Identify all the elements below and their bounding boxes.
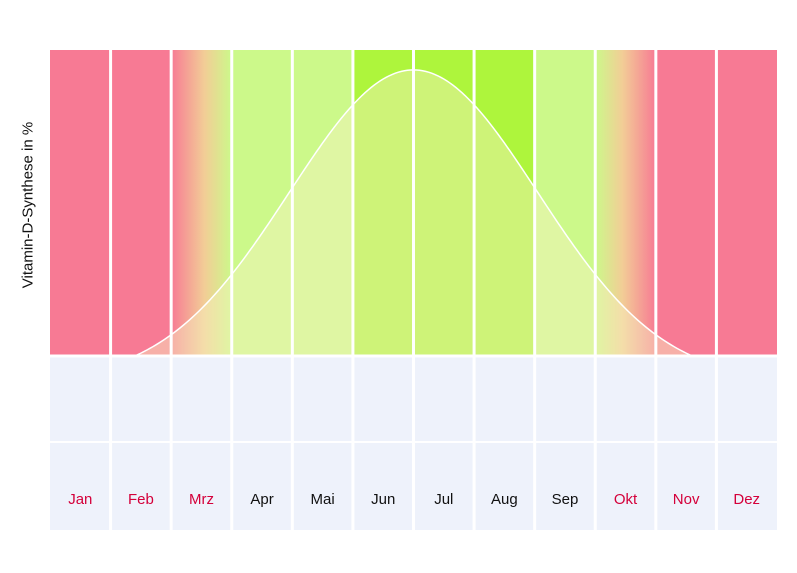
- month-band-aug: [474, 50, 535, 356]
- month-band-mrz: [171, 50, 232, 356]
- month-band-jun: [352, 50, 414, 356]
- month-label-mai: Mai: [311, 491, 335, 508]
- month-bands: [50, 50, 777, 530]
- month-band-mai: [292, 50, 353, 356]
- month-band-dez: [716, 50, 777, 356]
- month-label-apr: Apr: [250, 491, 273, 508]
- month-label-okt: Okt: [614, 491, 638, 508]
- y-axis-label: Vitamin-D-Synthese in %: [19, 121, 37, 289]
- month-label-sep: Sep: [552, 491, 579, 508]
- synthesis-area-fill: [104, 69, 720, 356]
- synthesis-area: [104, 69, 720, 356]
- month-label-mrz: Mrz: [189, 491, 214, 508]
- month-label-jun: Jun: [371, 491, 395, 508]
- month-dividers: [50, 50, 777, 530]
- synthesis-curve: [104, 69, 720, 356]
- month-label-jan: Jan: [68, 491, 92, 508]
- month-label-dez: Dez: [733, 491, 760, 508]
- month-label-nov: Nov: [673, 491, 700, 508]
- month-labels: Jan Feb Mrz Apr Mai Jun Jul Aug Sep Okt Nov Dez: [68, 491, 760, 508]
- month-band-jul: [413, 50, 475, 356]
- month-label-feb: Feb: [128, 491, 154, 508]
- month-band-nov: [655, 50, 717, 356]
- month-band-okt: [595, 50, 656, 356]
- month-label-jul: Jul: [434, 491, 453, 508]
- month-label-aug: Aug: [491, 491, 518, 508]
- month-band-feb: [110, 50, 172, 356]
- month-band-jan: [50, 50, 111, 356]
